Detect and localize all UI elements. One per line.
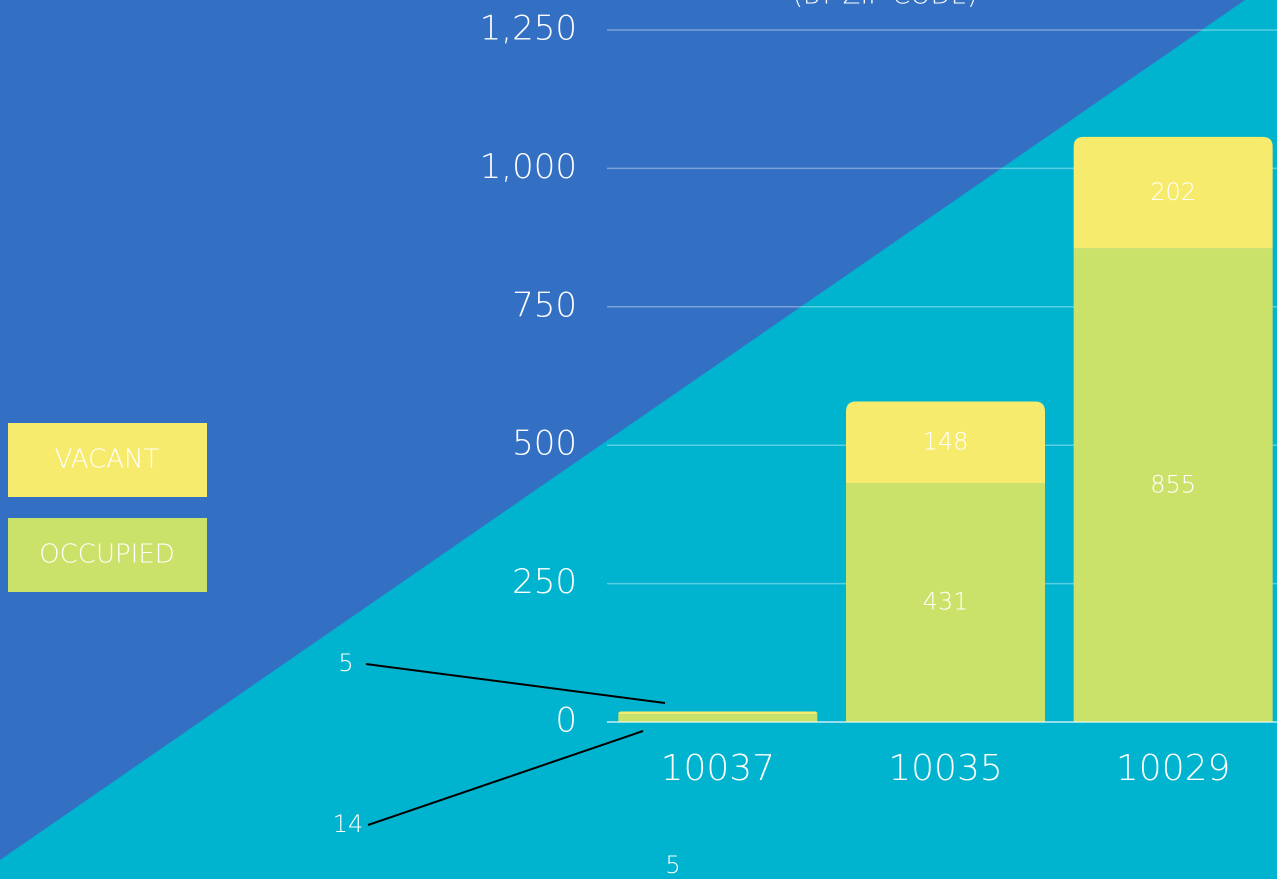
y-tick-label: 500 xyxy=(512,424,577,464)
legend-swatch xyxy=(8,518,207,592)
data-label: 431 xyxy=(923,588,969,616)
bar-segment xyxy=(618,714,818,722)
data-label: 5 xyxy=(338,649,353,677)
bar-segment xyxy=(1073,248,1273,722)
legend-swatch xyxy=(8,423,207,497)
bar-segment xyxy=(1073,136,1273,249)
x-tick-label: 10035 xyxy=(888,748,1003,789)
y-tick-label: 750 xyxy=(512,285,577,325)
legend-label: OCCUPIED xyxy=(39,540,175,570)
y-tick-label: 250 xyxy=(512,562,577,602)
annotation: 5 xyxy=(665,851,680,879)
data-label: 14 xyxy=(333,810,364,838)
leader-line xyxy=(367,730,644,826)
bar-segment xyxy=(846,401,1045,484)
leader-line xyxy=(365,663,666,704)
y-tick-label: 1,250 xyxy=(480,9,577,49)
bar-segment xyxy=(618,711,818,715)
chart-subtitle: (BY ZIP CODE) xyxy=(793,0,978,11)
x-tick-label: 10037 xyxy=(661,748,776,789)
data-label: 855 xyxy=(1150,470,1196,498)
data-label: 202 xyxy=(1150,178,1196,206)
y-tick-label: 1,000 xyxy=(480,147,577,187)
x-tick-label: 10029 xyxy=(1116,748,1231,789)
legend-label: VACANT xyxy=(55,445,160,475)
data-label: 148 xyxy=(923,427,969,455)
bar-segment xyxy=(846,483,1045,722)
y-tick-label: 0 xyxy=(555,701,577,741)
